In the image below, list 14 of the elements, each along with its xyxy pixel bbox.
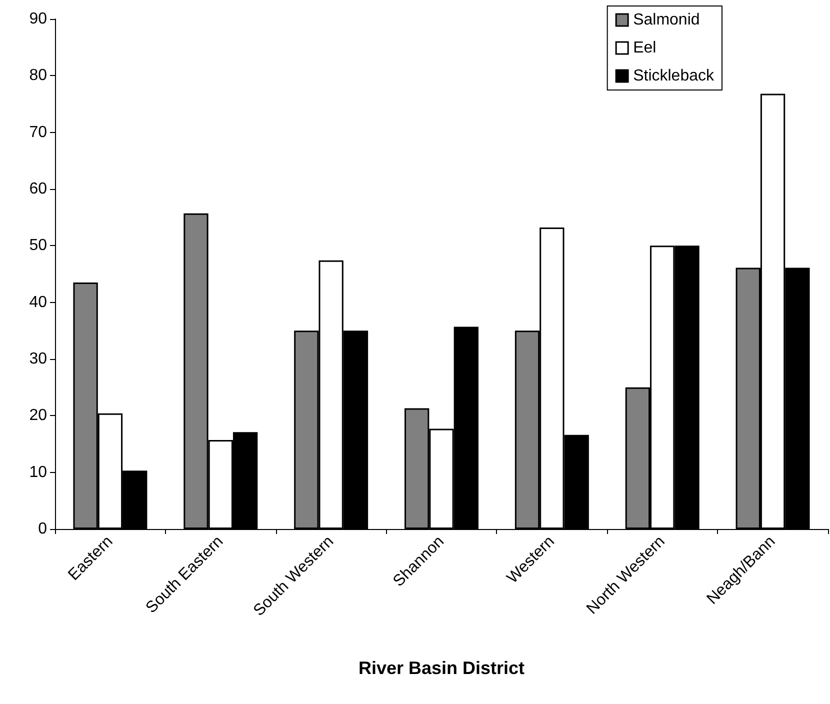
legend-label: Salmonid: [633, 12, 700, 28]
y-tick-label: 30: [29, 350, 48, 368]
legend-label: Stickleback: [633, 68, 715, 84]
y-tick-label: 80: [29, 67, 48, 84]
y-tick-label: 40: [29, 294, 48, 311]
y-tick-label: 90: [29, 10, 48, 28]
y-tick-label: 70: [29, 124, 48, 141]
y-tick-label: 10: [29, 464, 48, 481]
y-tick-label: 50: [29, 237, 48, 254]
x-axis-title: River Basin District: [358, 658, 525, 678]
legend-label: Eel: [633, 40, 656, 56]
y-tick-label: 60: [29, 180, 48, 198]
y-tick-label: 0: [38, 520, 48, 538]
y-tick-label: 20: [29, 407, 48, 424]
